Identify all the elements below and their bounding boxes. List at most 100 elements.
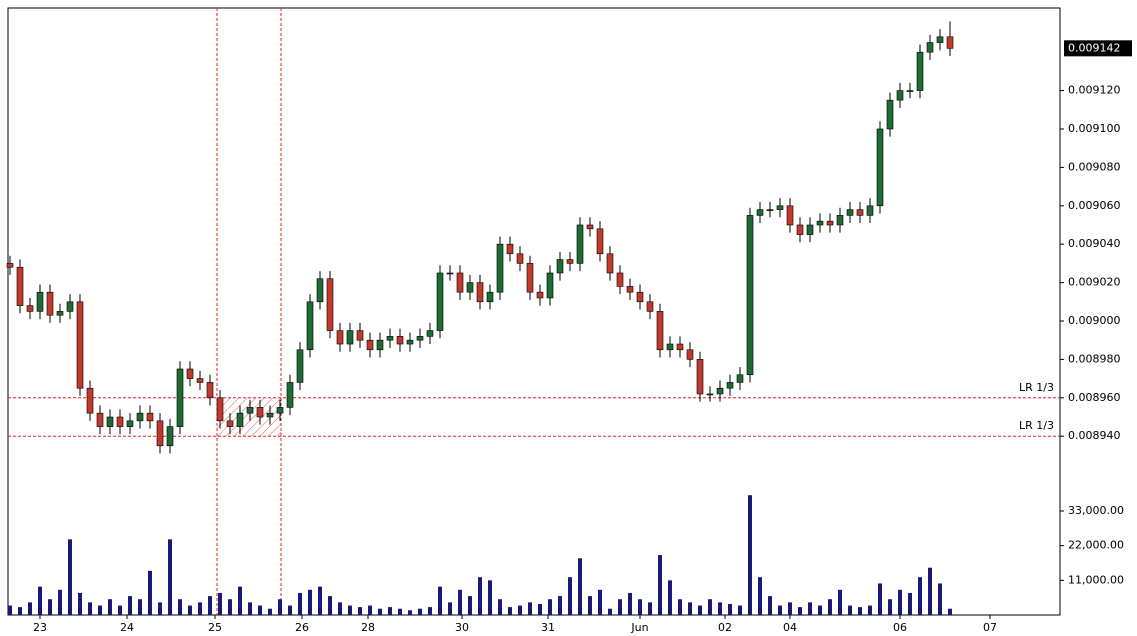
candle-body [376, 339, 384, 351]
candle-body [856, 209, 864, 216]
candle-body [786, 205, 794, 226]
volume-bar [518, 605, 522, 615]
y-tick-label: 0.009120 [1068, 84, 1121, 97]
candle-body [796, 224, 804, 235]
candle-body [366, 339, 374, 351]
candle-body [586, 224, 594, 230]
volume-bar [618, 599, 622, 615]
volume-bar [898, 589, 902, 615]
volume-bar [688, 602, 692, 615]
volume-bar [538, 603, 542, 615]
x-tick-label: 06 [893, 621, 907, 634]
volume-bar [398, 608, 402, 615]
candle-body [576, 224, 584, 264]
volume-bar [128, 596, 132, 615]
candle-body [46, 291, 54, 316]
last-price-label: 0.009142 [1068, 41, 1121, 54]
volume-bar [98, 605, 102, 615]
candle-body [396, 336, 404, 345]
candle-body [636, 291, 644, 303]
volume-bar [698, 605, 702, 615]
candle-body [346, 330, 354, 345]
candle-body [16, 266, 24, 306]
candle-body [946, 36, 954, 49]
candle-body [386, 336, 394, 341]
volume-bar [168, 539, 172, 615]
volume-bar [788, 602, 792, 615]
last-price-box [1064, 40, 1132, 57]
reference-label: LR 1/3 [1019, 381, 1054, 394]
volume-bar [8, 605, 12, 615]
candle-body [296, 349, 304, 383]
volume-bar [768, 596, 772, 615]
candle-body [716, 387, 724, 395]
volume-bar [798, 607, 802, 615]
volume-bar [68, 539, 72, 615]
volume-bar [288, 605, 292, 615]
volume-bar [138, 599, 142, 615]
candle-body [56, 311, 64, 316]
candle-body [176, 368, 184, 427]
candle-body [506, 243, 514, 255]
volume-bar [458, 589, 462, 615]
volume-bar [208, 596, 212, 615]
candle-body [206, 382, 214, 399]
candle-body [6, 263, 14, 268]
candle-body [276, 407, 284, 414]
volume-bar [218, 592, 222, 615]
volume-bar [728, 603, 732, 615]
volume-bar [18, 607, 22, 615]
volume-bar [828, 599, 832, 615]
candle-body [666, 343, 674, 351]
volume-bar [528, 602, 532, 615]
volume-bar [428, 607, 432, 615]
candle-body [306, 301, 314, 351]
candle-body [566, 259, 574, 264]
volume-bar [848, 605, 852, 615]
volume-bar [58, 589, 62, 615]
candle-body [896, 90, 904, 101]
volume-bar [938, 583, 942, 615]
volume-bar [608, 608, 612, 615]
volume-bar [158, 602, 162, 615]
volume-bar [908, 592, 912, 615]
volume-bar [318, 586, 322, 615]
volume-bar [278, 599, 282, 615]
y-tick-label: 0.009020 [1068, 276, 1121, 289]
volume-bar [638, 599, 642, 615]
volume-bar [358, 607, 362, 615]
y-tick-label: 0.009040 [1068, 237, 1121, 250]
volume-bar [668, 580, 672, 615]
volume-bar [268, 608, 272, 615]
volume-bar [108, 599, 112, 615]
y-tick-label: 0.008980 [1068, 352, 1121, 365]
candle-body [406, 339, 414, 345]
candle-body [266, 412, 274, 418]
volume-bar [918, 577, 922, 615]
volume-bar [488, 580, 492, 615]
candle-body [256, 407, 264, 418]
candle-body [676, 343, 684, 351]
candle-body [96, 412, 104, 427]
candle-body [496, 243, 504, 293]
x-tick-label: 04 [783, 621, 797, 634]
volume-bar [778, 605, 782, 615]
candle-body [116, 416, 124, 427]
candle-body [536, 291, 544, 299]
candle-body [456, 272, 464, 293]
volume-bar [408, 610, 412, 615]
candle-body [126, 420, 134, 427]
candle-body [426, 330, 434, 337]
y-tick-label: 0.008940 [1068, 429, 1121, 442]
volume-bar [468, 596, 472, 615]
x-tick-label: 28 [361, 621, 375, 634]
volume-bar [748, 495, 752, 615]
y-tick-label: 0.008960 [1068, 391, 1121, 404]
candle-body [526, 263, 534, 293]
volume-bar [508, 607, 512, 615]
reference-label: LR 1/3 [1019, 419, 1054, 432]
volume-bar [478, 577, 482, 615]
candle-body [106, 416, 114, 427]
volume-bar [298, 592, 302, 615]
